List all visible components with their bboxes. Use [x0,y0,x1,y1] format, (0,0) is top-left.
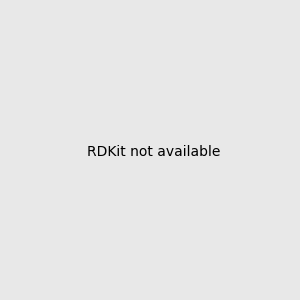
Text: RDKit not available: RDKit not available [87,145,220,158]
